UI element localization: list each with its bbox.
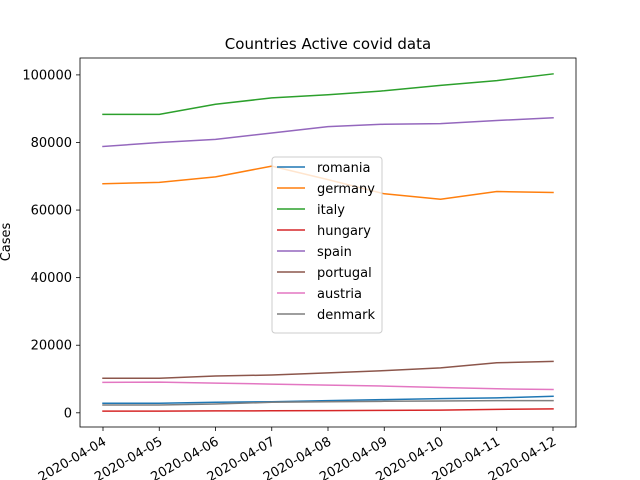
- y-tick-label: 20000: [31, 339, 72, 354]
- y-tick-label: 0: [64, 406, 72, 421]
- legend-label-spain: spain: [317, 245, 352, 260]
- y-tick-label: 60000: [31, 204, 72, 219]
- series-line-austria: [102, 381, 554, 391]
- series-layer: [102, 73, 554, 412]
- chart-title: Countries Active covid data: [225, 35, 431, 53]
- y-axis-label: Cases: [0, 222, 14, 261]
- legend-label-romania: romania: [317, 161, 370, 176]
- legend: romania germany italy hungary spain portugal a…: [271, 156, 383, 334]
- legend-label-austria: austria: [317, 287, 362, 302]
- series-line-hungary: [102, 408, 554, 412]
- y-tick-label: 80000: [31, 136, 72, 151]
- series-line-denmark: [102, 399, 554, 406]
- series-line-italy: [102, 73, 554, 116]
- legend-label-portugal: portugal: [317, 266, 372, 281]
- series-line-portugal: [102, 360, 554, 380]
- y-tick-label: 100000: [22, 68, 72, 83]
- y-tick-label: 40000: [31, 271, 72, 286]
- legend-label-hungary: hungary: [317, 224, 371, 239]
- series-line-romania: [102, 395, 554, 405]
- legend-label-italy: italy: [317, 203, 345, 218]
- legend-box: [271, 156, 383, 334]
- series-line-spain: [102, 117, 554, 148]
- legend-label-denmark: denmark: [317, 308, 375, 323]
- legend-label-germany: germany: [317, 182, 375, 197]
